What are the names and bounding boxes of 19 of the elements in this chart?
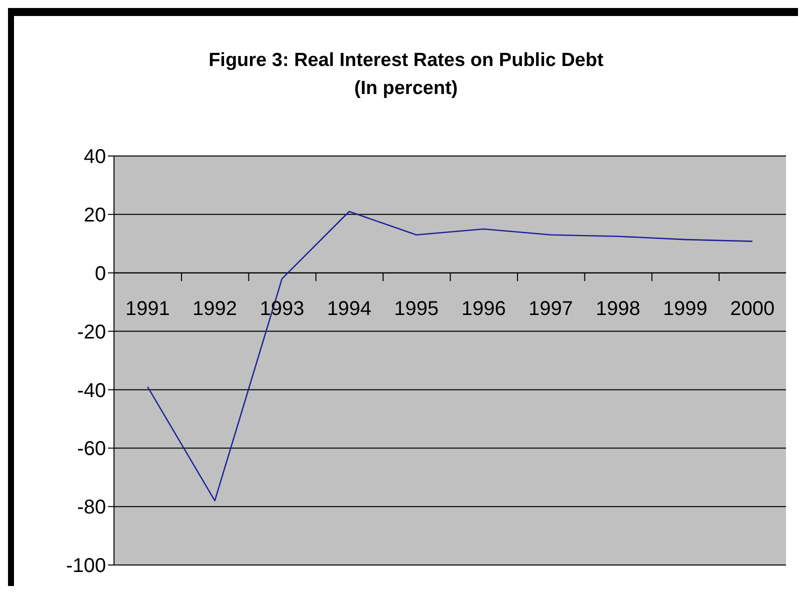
x-tick-label: 1996 <box>461 298 506 320</box>
y-tick-label: -20 <box>77 321 106 344</box>
x-tick-label: 1994 <box>326 298 372 320</box>
chart-title: Figure 3: Real Interest Rates on Public Debt <box>208 50 604 72</box>
x-tick-label: 1992 <box>192 298 238 320</box>
y-tick-label: 40 <box>84 146 106 168</box>
x-tick-label: 1999 <box>662 298 708 320</box>
y-tick-label: -40 <box>77 380 106 402</box>
x-tick-label: 1997 <box>528 298 574 320</box>
x-tick-label: 1991 <box>125 298 170 320</box>
y-tick-label: 20 <box>84 204 106 227</box>
y-tick-label: 0 <box>94 262 106 285</box>
x-tick-label: 2000 <box>730 298 775 320</box>
x-tick-label: 1998 <box>596 298 640 320</box>
chart-subtitle: (In percent) <box>353 78 459 100</box>
y-tick-label: -80 <box>77 496 106 519</box>
y-tick-label: -60 <box>77 438 106 460</box>
x-tick-label: 1995 <box>394 298 439 320</box>
y-tick-label: -100 <box>66 555 106 578</box>
